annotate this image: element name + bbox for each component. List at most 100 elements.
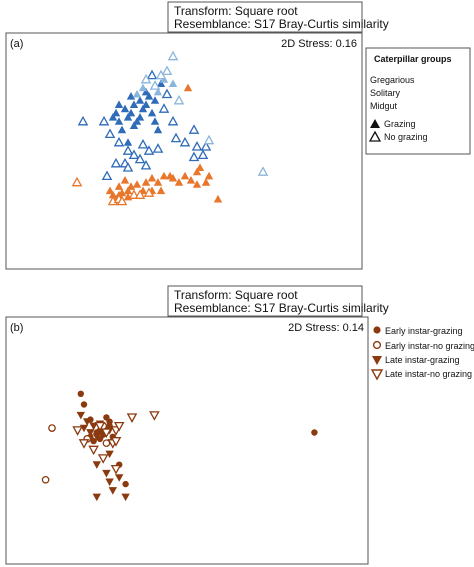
- solitary-filled-point-11: [138, 104, 148, 113]
- solitary-open-point-11: [122, 162, 134, 172]
- solitary-filled-point-1: [108, 113, 118, 121]
- gregarious-filled-point-4: [204, 171, 214, 180]
- solitary-open-point-4: [113, 136, 125, 147]
- late-instar-no-grazing-open-point-11: [110, 464, 122, 475]
- gregarious-filled-point-29: [156, 186, 166, 195]
- gregarious-filled-point-9: [174, 178, 184, 186]
- late-instar-no-grazing-open-point-4: [94, 421, 106, 432]
- legend-a-gregarious: Gregarious: [370, 75, 415, 85]
- solitary-open-point-15: [161, 88, 173, 99]
- late-instar-grazing-filled-point-11: [92, 461, 101, 469]
- gregarious-filled-point-11: [159, 171, 169, 180]
- late-instar-no-grazing-open-point-5: [101, 428, 112, 439]
- gregarious-filled-point-30: [168, 173, 178, 182]
- legend-b-open-circle-icon: [372, 340, 382, 350]
- solitary-open-point-25: [140, 159, 152, 170]
- solitary-open-point-10: [101, 170, 113, 181]
- midgut-filled-point-4: [138, 83, 148, 92]
- early-instar-grazing-filled-point-14: [103, 414, 110, 421]
- legend-b-entry-1: Early instar-grazing: [385, 326, 463, 336]
- solitary-open-point-13: [143, 145, 155, 155]
- gregarious-filled-point-2: [192, 167, 202, 176]
- late-instar-grazing-filled-point-3: [89, 422, 98, 431]
- legend-a-open-triangle-icon: [368, 130, 382, 142]
- late-instar-no-grazing-open-point-3: [88, 445, 99, 456]
- solitary-filled-point-14: [147, 108, 157, 117]
- solitary-open-point-12: [137, 138, 149, 149]
- late-instar-grazing-filled-point-13: [105, 478, 114, 487]
- solitary-open-point-24: [152, 143, 164, 153]
- solitary-filled-point-24: [156, 79, 166, 87]
- panel-b: Transform: Square root Resemblance: S17 …: [5, 285, 474, 565]
- solitary-filled-point-22: [141, 87, 151, 96]
- solitary-filled-point-9: [132, 117, 142, 125]
- panel-b-header-line-1: Transform: Square root: [174, 288, 298, 302]
- late-instar-grazing-filled-point-5: [92, 433, 101, 441]
- gregarious-filled-point-17: [123, 186, 133, 195]
- midgut-open-point-7: [173, 94, 185, 105]
- gregarious-filled-point-15: [132, 180, 142, 188]
- late-instar-no-grazing-open-point-12: [97, 454, 109, 464]
- legend-b-filled-circle-icon: [373, 326, 381, 334]
- early-instar-no-grazing-open-point-5: [102, 439, 111, 448]
- gregarious-open-point-1: [71, 176, 83, 187]
- late-instar-grazing-filled-point-15: [121, 493, 130, 502]
- gregarious-filled-point-5: [201, 178, 211, 186]
- solitary-open-point-18: [170, 132, 182, 143]
- gregarious-filled-point-22: [105, 186, 115, 195]
- solitary-filled-point-7: [126, 108, 136, 117]
- solitary-filled-point-17: [123, 138, 133, 146]
- midgut-filled-point-3: [168, 79, 178, 87]
- panel-a-legend-box: [365, 47, 471, 155]
- solitary-filled-point-16: [153, 125, 163, 134]
- solitary-filled-point-20: [114, 100, 124, 108]
- panel-b-legend: Early instar-grazing Early instar-no gra…: [370, 326, 474, 381]
- early-instar-grazing-filled-point-2: [80, 401, 88, 408]
- solitary-open-point-1: [77, 115, 89, 126]
- solitary-open-point-22: [197, 149, 209, 160]
- solitary-filled-point-21: [126, 92, 136, 100]
- panel-b-marks: [41, 390, 318, 502]
- legend-b-entry-2: Early instar-no grazing: [385, 341, 474, 351]
- legend-b-entry-4: Late instar-no grazing: [385, 369, 472, 379]
- gregarious-filled-point-8: [180, 171, 190, 180]
- gregarious-filled-point-3: [195, 163, 205, 171]
- panel-b-label: (b): [10, 322, 23, 334]
- panel-b-header-line-2: Resemblance: S17 Bray-Curtis similarity: [174, 301, 389, 315]
- solitary-open-point-3: [104, 128, 116, 139]
- gregarious-filled-point-23: [114, 182, 124, 190]
- midgut-open-point-6: [257, 166, 269, 176]
- legend-b-open-down-triangle-icon: [370, 369, 384, 381]
- gregarious-open-point-7: [143, 187, 155, 197]
- late-instar-no-grazing-open-point-1: [72, 426, 83, 436]
- gregarious-filled-point-1: [183, 83, 193, 92]
- solitary-filled-point-19: [135, 113, 145, 121]
- late-instar-grazing-filled-point-16: [92, 493, 101, 502]
- legend-b-filled-down-triangle-icon: [372, 356, 382, 365]
- solitary-filled-point-5: [120, 104, 130, 113]
- solitary-filled-point-12: [141, 100, 151, 108]
- gregarious-filled-point-21: [108, 190, 118, 199]
- solitary-open-point-7: [134, 153, 146, 164]
- legend-a-filled-triangle-icon: [370, 119, 380, 128]
- solitary-filled-point-10: [135, 96, 145, 104]
- panel-a-header-box: [167, 1, 363, 33]
- solitary-open-point-6: [128, 149, 140, 160]
- late-instar-grazing-filled-point-2: [83, 418, 92, 426]
- midgut-open-point-8: [140, 73, 152, 84]
- late-instar-no-grazing-open-point-9: [149, 411, 160, 421]
- solitary-open-point-16: [158, 103, 170, 113]
- midgut-open-point-2: [161, 65, 173, 76]
- solitary-open-point-19: [179, 136, 191, 147]
- late-instar-no-grazing-open-point-13: [110, 437, 122, 447]
- late-instar-no-grazing-open-point-2: [78, 439, 90, 449]
- midgut-open-point-4: [149, 80, 161, 90]
- solitary-filled-point-8: [129, 100, 139, 108]
- panel-a-legend: Caterpillar groups Gregarious Solitary M…: [365, 47, 471, 155]
- gregarious-filled-point-13: [147, 173, 157, 182]
- panel-a-stress: 2D Stress: 0.16: [281, 38, 357, 50]
- panel-a-marks: [71, 50, 269, 206]
- panel-a-plot-frame: [5, 32, 363, 270]
- midgut-filled-point-5: [132, 89, 142, 98]
- solitary-open-point-20: [188, 124, 200, 134]
